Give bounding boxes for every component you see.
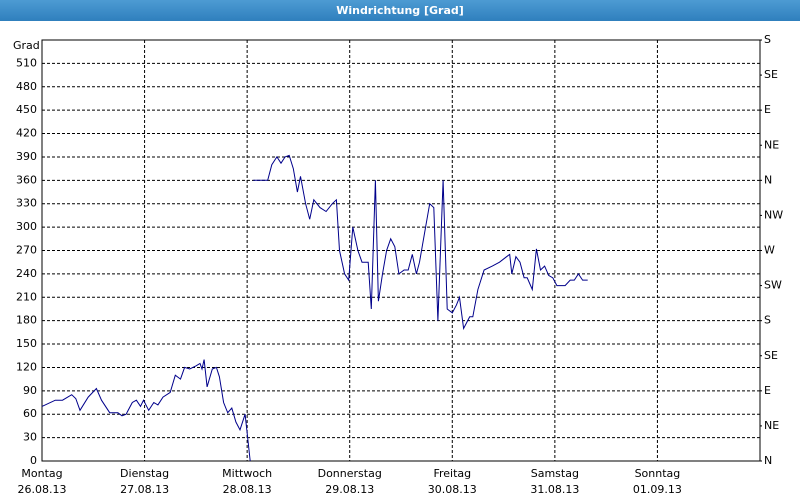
y-axis-label: Grad [13,39,40,52]
y2-tick-label: E [764,384,771,397]
y2-tick-label: SW [764,279,782,292]
y-tick-label: 300 [16,220,37,233]
y2-tick-label: NE [764,419,779,432]
y-tick-label: 180 [16,314,37,327]
y2-tick-label: NE [764,138,779,151]
plot-area [41,39,761,462]
x-tick-label: Freitag [433,467,471,480]
y2-tick-label: E [764,103,771,116]
y-tick-label: 150 [16,337,37,350]
y2-tick-label: NW [764,208,783,221]
x-tick-date: 01.09.13 [633,483,682,496]
x-tick-date: 31.08.13 [530,483,579,496]
y2-tick-label: SE [764,349,778,362]
y-tick-label: 270 [16,244,37,257]
x-tick-date: 30.08.13 [428,483,477,496]
x-tick-date: 26.08.13 [18,483,67,496]
x-tick-label: Mittwoch [222,467,272,480]
x-tick-label: Montag [21,467,62,480]
y2-tick-label: W [764,244,775,257]
y-tick-label: 330 [16,197,37,210]
y-tick-label: 210 [16,290,37,303]
x-tick-label: Dienstag [120,467,169,480]
y-tick-label: 390 [16,150,37,163]
y-tick-label: 30 [23,431,37,444]
x-tick-label: Donnerstag [318,467,382,480]
y-tick-label: 90 [23,384,37,397]
y-tick-label: 450 [16,103,37,116]
y2-tick-label: S [764,314,771,327]
y-tick-label: 360 [16,173,37,186]
x-tick-label: Samstag [531,467,579,480]
y-tick-label: 60 [23,407,37,420]
y2-tick-label: N [764,173,772,186]
x-tick-date: 29.08.13 [325,483,374,496]
chart-title: Windrichtung [Grad] [0,0,800,21]
x-tick-label: Sonntag [635,467,681,480]
y-tick-label: 120 [16,360,37,373]
y-tick-label: 0 [30,454,37,467]
y2-tick-label: SE [764,68,778,81]
y-tick-label: 240 [16,267,37,280]
y2-tick-label: S [764,33,771,46]
y-tick-label: 420 [16,127,37,140]
x-tick-date: 28.08.13 [223,483,272,496]
x-tick-date: 27.08.13 [120,483,169,496]
y2-tick-label: N [764,454,772,467]
y-tick-label: 510 [16,56,37,69]
data-line [41,154,588,462]
y-tick-label: 480 [16,80,37,93]
